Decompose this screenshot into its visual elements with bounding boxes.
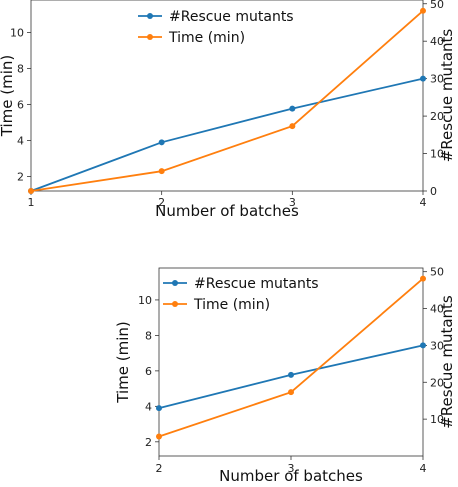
data-point-rescue-mutants [156,405,162,412]
data-point-time [158,168,165,175]
y-right-axis-label: #Rescue mutants [438,295,456,429]
y-right-tick-label: 20 [430,376,444,389]
series-line-time [30,10,424,192]
legend-label: Time (min) [193,297,270,313]
x-tick-label: 1 [28,196,35,209]
y-left-tick-label: 10 [10,26,24,39]
y-right-tick-label: 40 [430,35,444,48]
y-right-tick-label: 40 [430,303,444,316]
y-right-tick-label: 20 [430,110,444,123]
y-left-axis-label: Time (min) [114,321,132,403]
y-right-axis-label: #Rescue mutants [438,29,456,163]
y-right-tick-label: 10 [430,148,444,161]
y-left-tick-label: 6 [145,365,152,378]
plot-frame [30,0,424,192]
data-point-time [420,7,426,14]
legend-swatch-marker [172,301,178,307]
x-axis-label: Number of batches [155,202,299,220]
x-tick-label: 4 [420,462,427,475]
legend-label: Time (min) [168,30,245,46]
y-right-tick-label: 30 [430,73,444,86]
data-point-rescue-mutants [420,342,426,349]
y-right-tick-label: 0 [430,185,437,198]
y-left-tick-label: 8 [17,62,24,75]
data-point-time [420,275,426,282]
y-left-tick-label: 4 [145,400,152,413]
series-line-rescue-mutants [30,77,424,192]
y-right-tick-label: 50 [430,0,444,11]
data-point-rescue-mutants [288,371,294,378]
x-tick-label: 4 [420,196,427,209]
x-tick-label: 2 [158,196,165,209]
x-tick-label: 2 [156,462,163,475]
y-left-tick-label: 8 [145,329,152,342]
data-point-time [289,123,296,130]
data-point-rescue-mutants [289,105,296,112]
y-left-axis-label: Time (min) [0,55,16,137]
y-left-tick-label: 2 [145,436,152,449]
x-tick-label: 3 [288,462,295,475]
y-right-tick-label: 10 [430,413,444,426]
y-left-tick-label: 4 [17,135,24,148]
y-left-tick-label: 10 [138,294,152,307]
data-point-time [28,188,34,194]
legend-label: #Rescue mutants [169,9,294,25]
x-axis-label: Number of batches [219,467,363,485]
chart-bottom: 2 3 4 2 4 6 8 10 10 20 30 40 50 Number of batches Time… [114,266,456,485]
x-tick-label: 3 [289,196,296,209]
legend-label: #Rescue mutants [194,276,319,292]
data-point-rescue-mutants [158,139,165,146]
data-point-rescue-mutants [420,75,426,82]
y-left-tick-label: 6 [17,99,24,112]
legend-swatch-marker [147,34,153,40]
y-right-tick-label: 50 [430,266,444,279]
y-left-tick-label: 2 [17,171,24,184]
legend-swatch-marker [147,13,153,19]
y-right-tick-label: 30 [430,339,444,352]
data-point-time [156,433,162,440]
legend-swatch-marker [172,280,178,286]
data-point-time [288,389,294,396]
